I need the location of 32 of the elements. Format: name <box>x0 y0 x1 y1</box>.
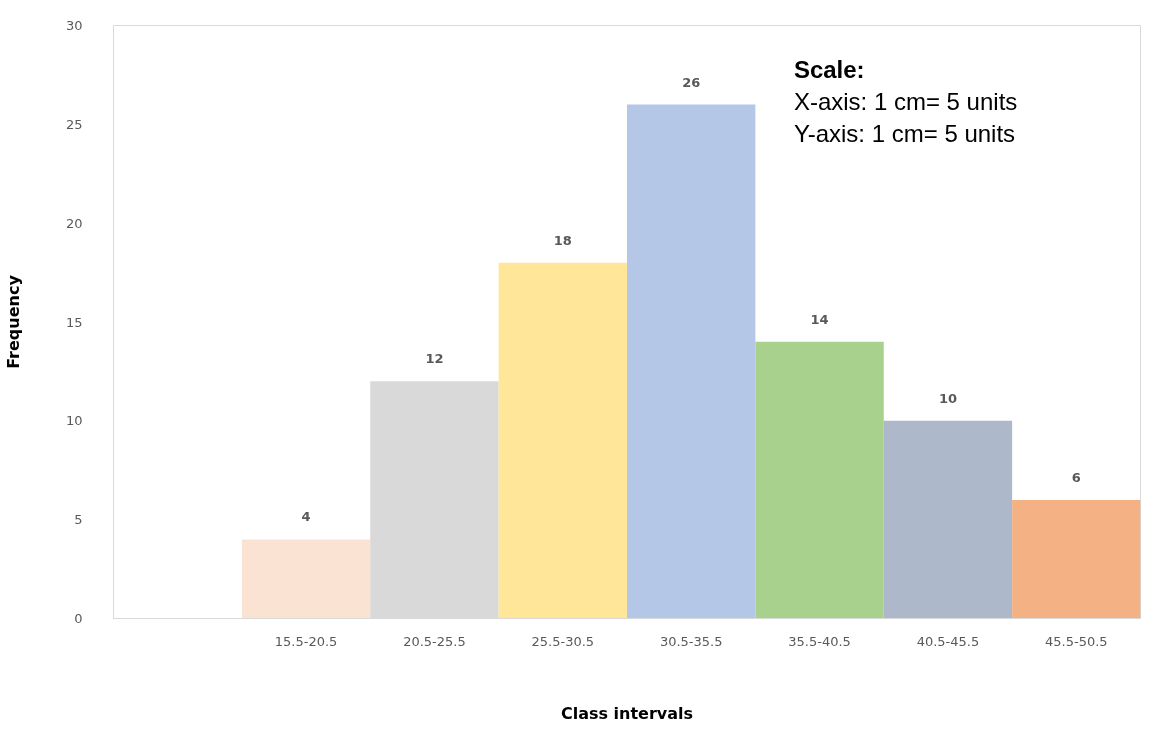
x-tick-label: 15.5-20.5 <box>274 633 338 649</box>
y-tick-label: 30 <box>65 18 83 33</box>
y-axis-title: Frequency <box>3 274 23 369</box>
y-tick-label: 10 <box>65 413 83 429</box>
annotation: X-axis: 1 cm= 5 units <box>793 87 1018 115</box>
y-tick-label: 25 <box>65 116 83 132</box>
x-tick-label: 30.5-35.5 <box>659 633 723 649</box>
data-label: 4 <box>301 509 311 525</box>
y-tick-label: 15 <box>65 314 83 330</box>
bar <box>755 341 884 619</box>
bar <box>627 104 756 619</box>
data-label: 12 <box>425 351 444 367</box>
y-tick-label: 0 <box>74 611 83 626</box>
y-tick-label: 20 <box>65 215 83 231</box>
y-tick-label: 5 <box>74 512 83 528</box>
x-axis-title: Class intervals <box>560 703 694 723</box>
bar <box>1012 499 1141 619</box>
annotation: Scale: <box>793 55 865 83</box>
data-label: 10 <box>938 390 957 406</box>
data-label: 14 <box>810 311 829 327</box>
x-tick-label: 20.5-25.5 <box>403 633 466 649</box>
x-tick-label: 25.5-30.5 <box>531 633 595 649</box>
annotation: Y-axis: 1 cm= 5 units <box>793 119 1016 147</box>
data-label: 6 <box>1071 469 1081 485</box>
bar <box>241 539 371 619</box>
x-tick-label: 45.5-50.5 <box>1045 633 1108 649</box>
x-tick-label: 35.5-40.5 <box>788 633 851 649</box>
x-tick-label: 40.5-45.5 <box>916 633 980 649</box>
data-label: 18 <box>553 232 572 248</box>
bar <box>883 420 1013 619</box>
bar <box>498 262 627 619</box>
data-label: 26 <box>682 74 701 90</box>
